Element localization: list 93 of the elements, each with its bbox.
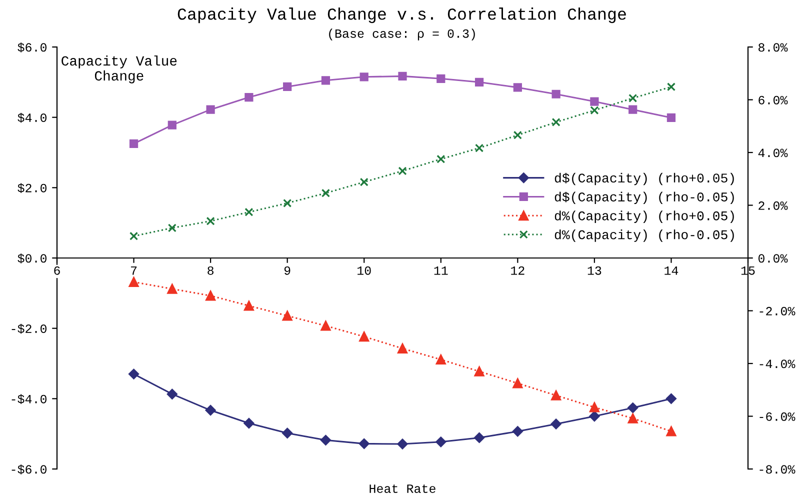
point (283, 198, 292, 208)
legend-label: d$(Capacity) (rho+0.05) (554, 172, 734, 186)
point (398, 166, 407, 176)
y2-tick-label: 4.0% (758, 148, 788, 158)
point (206, 216, 215, 226)
point (552, 118, 560, 126)
y2-tick-label: 6.0% (758, 96, 788, 104)
y2-tick-label: -8.0% (760, 465, 796, 474)
point (436, 74, 446, 83)
y-tick-label: $2.0 (18, 183, 47, 194)
point (167, 284, 178, 294)
y2-tick-label: 2.0% (758, 201, 788, 210)
x-axis-title: Heat Rate (370, 484, 436, 493)
point (436, 354, 446, 365)
point (474, 366, 484, 376)
y-axis-title: Capacity Value Change (62, 55, 177, 84)
y-tick-label: $4.0 (18, 112, 47, 123)
chart-subtitle: (Base case: ρ = 0.3) (329, 28, 475, 40)
point (244, 418, 254, 429)
point (320, 434, 331, 446)
point (666, 113, 676, 122)
point (398, 343, 408, 354)
point (436, 154, 446, 164)
y2-tick-label: 0.0% (758, 254, 788, 263)
legend-label: d%(Capacity) (rho+0.05) (554, 210, 734, 223)
point (628, 94, 638, 102)
point (666, 393, 676, 404)
point (666, 426, 676, 436)
x-tick-label: 8 (208, 266, 214, 275)
point (513, 130, 522, 140)
point (590, 97, 599, 106)
point (244, 92, 254, 102)
point (550, 418, 562, 430)
y2-tick-label: 8.0% (758, 43, 788, 52)
point (359, 332, 370, 342)
point (628, 105, 638, 114)
point (166, 388, 178, 400)
point (321, 188, 330, 198)
point (129, 232, 138, 240)
chart-title: Capacity Value Change v.s. Correlation Change (178, 8, 626, 24)
legend-label: d$(Capacity) (rho-0.05) (554, 192, 734, 204)
point (205, 405, 216, 416)
point (589, 410, 600, 422)
point (552, 90, 560, 98)
point (168, 224, 176, 232)
point (128, 368, 140, 380)
point (283, 82, 292, 92)
y2-tick-label: -4.0% (760, 360, 796, 368)
point (666, 82, 676, 92)
point (320, 320, 331, 331)
y-tick-label: $6.0 (18, 42, 47, 52)
point (244, 300, 254, 311)
point (513, 83, 522, 92)
point (360, 178, 368, 186)
point (282, 428, 293, 438)
point (358, 438, 370, 449)
point (398, 72, 407, 80)
point (590, 106, 599, 115)
point (551, 390, 562, 400)
point (474, 78, 484, 86)
x-tick-label: 9 (284, 266, 290, 275)
point (628, 402, 638, 414)
x-tick-label: 13 (588, 266, 602, 275)
point (321, 76, 330, 85)
y-tick-label: -$6.0 (12, 464, 47, 474)
point (244, 208, 254, 216)
point (397, 438, 408, 450)
point (628, 413, 638, 424)
point (474, 144, 484, 152)
x-tick-label: 7 (130, 266, 137, 275)
point (512, 378, 523, 388)
point (436, 436, 446, 448)
point (282, 310, 292, 321)
point (512, 426, 523, 437)
point (168, 120, 176, 130)
y-tick-label: -$4.0 (12, 394, 47, 404)
y-tick-label: $0.0 (18, 254, 47, 264)
y2-tick-label: -2.0% (760, 306, 796, 316)
legend-label: d%(Capacity) (rho-0.05) (554, 230, 734, 242)
point (128, 277, 139, 288)
point (206, 105, 215, 114)
x-tick-label: 14 (664, 266, 678, 275)
y2-tick-label: -6.0% (760, 412, 796, 421)
point (206, 290, 216, 301)
x-tick-label: 11 (434, 266, 448, 275)
point (129, 139, 138, 148)
x-tick-label: 10 (358, 266, 371, 275)
point (589, 402, 600, 412)
x-tick-label: 12 (511, 266, 524, 275)
y-tick-label: -$2.0 (12, 324, 47, 334)
point (360, 72, 368, 82)
x-tick-label: 6 (54, 266, 60, 275)
point (474, 432, 485, 443)
